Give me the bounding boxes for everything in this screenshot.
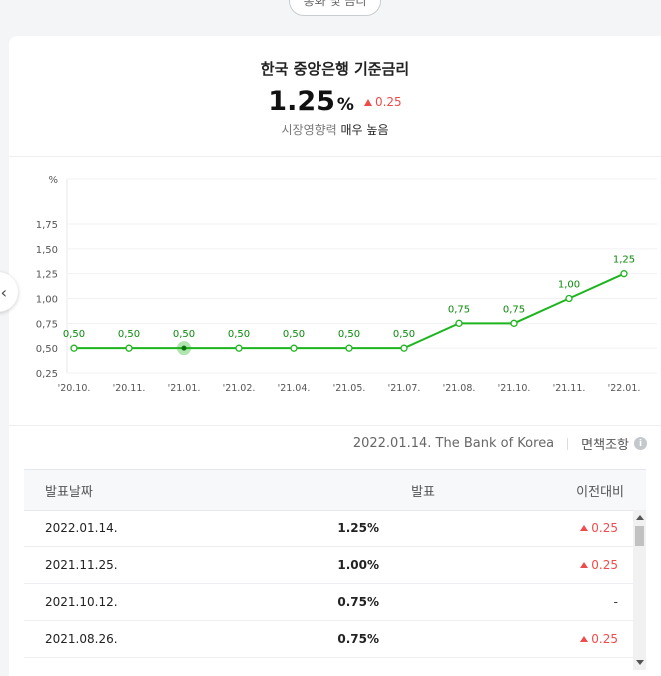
triangle-up-icon [580,636,589,642]
page-title: 한국 중앙은행 기준금리 [260,60,410,78]
data-point [181,345,187,351]
x-tick-label: '21.10. [498,383,531,394]
header-date: 발표날짜 [45,484,93,500]
x-tick-label: '21.07. [388,383,421,394]
x-tick-label: '21.01. [168,383,201,394]
data-point [125,344,133,352]
data-label: 0,50 [173,329,195,340]
row-change-value: 0.25 [591,632,618,646]
y-tick-label: 1,25 [36,270,58,281]
row-date: 2021.10.12. [45,595,118,609]
triangle-up-icon [580,525,589,531]
data-label: 0,50 [283,329,305,340]
data-label: 0,75 [448,304,470,315]
influence-value: 매우 높음 [340,123,389,137]
y-tick-label: 1,00 [36,295,58,306]
source-row: 2022.01.14. The Bank of Korea 면책조항 i [353,434,647,453]
x-tick-label: '21.02. [223,383,256,394]
triangle-up-icon [363,99,372,106]
scrollbar[interactable] [633,510,646,670]
scroll-up-icon[interactable] [636,515,644,520]
card-header: 한국 중앙은행 기준금리 1.25% 0.25 시장영향력 매우 높음 [9,36,661,156]
y-unit-label: % [48,175,58,186]
data-point [565,294,573,303]
announcement-table: 발표날짜 발표 이전대비 2022.01.14. 1.25% 0.25 2021.11… [24,469,646,670]
table-row: 2021.08.26. 0.75% 0.25 [24,621,646,658]
row-date: 2021.11.25. [45,558,118,572]
market-influence: 시장영향력 매우 높음 [9,121,661,138]
current-rate: 1.25 [268,86,335,117]
info-icon[interactable]: i [634,437,647,450]
data-point [235,344,243,352]
row-change-value: 0.25 [591,521,618,535]
data-point [70,344,78,352]
data-label: 0,50 [63,329,85,340]
data-label: 1,00 [558,280,580,291]
y-tick-label: 0,50 [36,344,58,355]
row-value: 0.75% [337,595,379,609]
currency-rate-tab[interactable]: 통화 및 금리 [289,0,381,16]
x-tick-label: '21.11. [553,383,586,394]
rate-change-value: 0.25 [374,95,402,109]
row-value: 1.00% [337,558,379,572]
x-tick-label: '20.11. [113,383,146,394]
y-tick-label: 1,75 [36,220,58,231]
data-label: 0,50 [393,329,415,340]
data-point [510,319,518,327]
x-tick-label: '22.01. [608,383,641,394]
row-change-value: - [613,595,618,609]
y-tick-label: 1,50 [36,245,58,256]
data-label: 0,50 [228,329,250,340]
rate-chart: % 1,75 1,50 1,25 1,00 0,75 0,50 0,25'20.10. '20.… [9,156,661,426]
data-point [290,344,298,352]
line-chart: % 1,75 1,50 1,25 1,00 0,75 0,50 0,25'20.10. '20.… [36,175,657,394]
x-tick-label: '21.08. [443,383,476,394]
table-row: 2022.01.14. 1.25% 0.25 [24,510,646,547]
table-body[interactable]: 2022.01.14. 1.25% 0.25 2021.11.25. 1.00% 0.25… [24,510,646,670]
table-row: 2021.10.12. 0.75% - [24,584,646,621]
header-value: 발표 [411,484,435,500]
data-label: 0,50 [338,329,360,340]
data-point [620,270,628,278]
data-label: 0,50 [118,329,140,340]
source-text: 2022.01.14. The Bank of Korea [352,436,555,451]
x-tick-label: '21.04. [278,383,311,394]
y-tick-label: 0,75 [36,319,58,330]
x-tick-label: '20.10. [58,383,91,394]
rate-row: 1.25% 0.25 [9,86,661,117]
row-change-value: 0.25 [591,558,618,572]
data-point [455,319,463,327]
row-change: - [379,595,646,609]
table-header: 발표날짜 발표 이전대비 [24,469,646,511]
row-date: 2021.08.26. [45,632,118,646]
row-change: 0.25 [379,521,646,535]
row-change: 0.25 [379,558,646,572]
rate-change: 0.25 [363,95,402,109]
previous-button[interactable]: ‹ [0,272,18,312]
divider [567,437,569,450]
data-label: 0,75 [503,304,525,315]
table-row: 2021.11.25. 1.00% 0.25 [24,547,646,584]
data-label: 1,25 [613,255,635,266]
scroll-down-icon[interactable] [636,660,644,665]
data-point [400,344,408,352]
header-change: 이전대비 [576,484,624,500]
y-tick-label: 0,25 [36,369,58,380]
row-date: 2022.01.14. [45,521,118,535]
disclaimer-link[interactable]: 면책조항 [581,438,629,453]
row-value: 1.25% [337,521,379,535]
triangle-up-icon [580,562,589,568]
scroll-thumb[interactable] [635,526,644,546]
interest-rate-card: 한국 중앙은행 기준금리 1.25% 0.25 시장영향력 매우 높음 % 1,75… [9,36,661,676]
rate-unit: % [336,95,354,115]
influence-label: 시장영향력 [281,123,337,137]
chevron-left-icon: ‹ [0,282,7,302]
data-point [345,344,353,352]
x-tick-label: '21.05. [333,383,366,394]
row-change: 0.25 [379,632,646,646]
row-value: 0.75% [337,632,379,646]
